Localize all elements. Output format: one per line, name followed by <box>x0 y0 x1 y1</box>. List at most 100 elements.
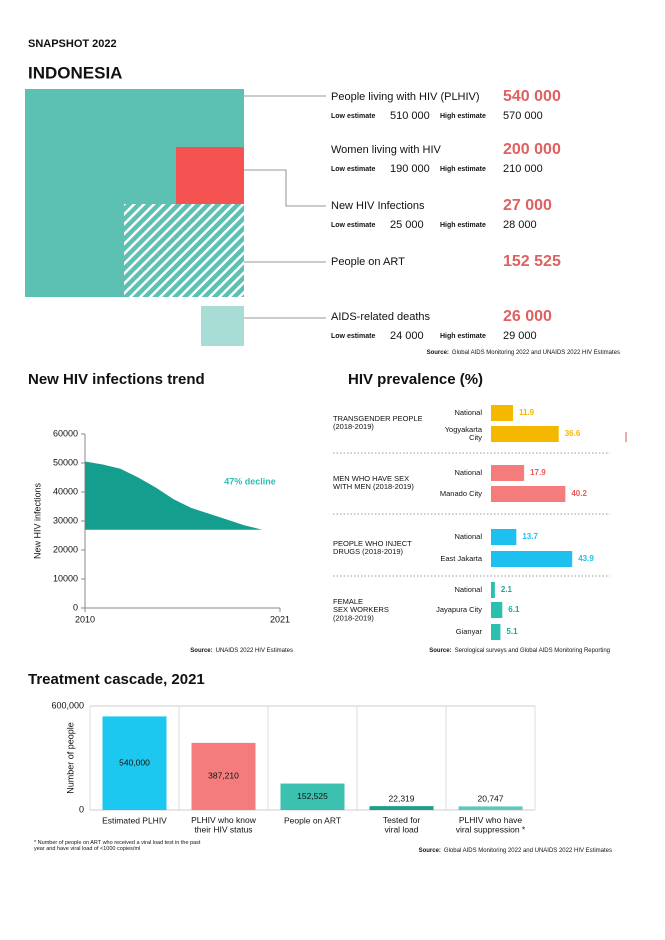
x-tick-label: Estimated PLHIV <box>102 815 167 825</box>
figure-label: New HIV Infections <box>331 200 425 212</box>
category-label: National <box>454 408 482 417</box>
y-tick-label: 50000 <box>53 457 78 467</box>
country: INDONESIA <box>28 63 122 82</box>
chart-title: New HIV infections trend <box>28 371 205 388</box>
y-tick-label: 0 <box>79 804 84 814</box>
figure-value: 26 000 <box>503 308 552 325</box>
source: Source: Global AIDS Monitoring 2022 and U… <box>419 848 612 854</box>
high-value: 210 000 <box>503 163 543 175</box>
y-tick-label: 30000 <box>53 515 78 525</box>
source: Source: Global AIDS Monitoring 2022 and U… <box>427 350 620 356</box>
y-tick-label: 600,000 <box>51 700 84 710</box>
chart-title: HIV prevalence (%) <box>348 371 483 388</box>
value-label: 2.1 <box>501 585 513 594</box>
source-prefix: Source: <box>427 350 449 356</box>
category-label: National <box>454 585 482 594</box>
source: Source: UNAIDS 2022 HIV Estimates <box>190 648 293 654</box>
value-label: 20,747 <box>478 794 504 804</box>
category-label: East Jakarta <box>440 554 483 563</box>
bar <box>491 426 559 442</box>
high-label: High estimate <box>440 113 486 120</box>
source-text: Global AIDS Monitoring 2022 and UNAIDS 2… <box>452 350 620 356</box>
x-tick-label: 2021 <box>270 614 290 624</box>
bar <box>491 582 495 598</box>
bar <box>491 529 517 545</box>
bar <box>369 806 434 810</box>
figure-label: Women living with HIV <box>331 144 441 156</box>
value-label: 36.6 <box>565 429 581 438</box>
y-tick-label: 0 <box>73 602 78 612</box>
category-label: Jayapura City <box>436 605 482 614</box>
y-axis-label: Number of people <box>65 722 75 794</box>
value-label: 22,319 <box>389 793 415 803</box>
high-value: 29 000 <box>503 330 537 342</box>
x-tick-label: PLHIV who have viral suppression * <box>456 815 526 834</box>
value-label: 11.9 <box>519 408 535 417</box>
group-label: MEN WHO HAVE SEX WITH MEN (2018-2019) <box>333 474 414 491</box>
bar <box>102 716 167 810</box>
y-tick-label: 40000 <box>53 486 78 496</box>
category-label: National <box>454 532 482 541</box>
chart-title: Treatment cascade, 2021 <box>28 671 205 688</box>
high-value: 28 000 <box>503 219 537 231</box>
low-label: Low estimate <box>331 222 375 229</box>
footnote: * Number of people on ART who received a… <box>34 840 201 852</box>
connectors <box>244 95 326 319</box>
high-value: 570 000 <box>503 110 543 122</box>
category-label: Yogyakarta City <box>445 425 483 442</box>
x-tick-label: 2010 <box>75 614 95 624</box>
source-text: Serological surveys and Global AIDS Moni… <box>455 648 610 654</box>
women-square <box>176 147 244 204</box>
area <box>85 461 280 530</box>
value-label: 13.7 <box>522 532 538 541</box>
bar <box>458 806 523 810</box>
category-label: Manado City <box>440 489 482 498</box>
source: Source: Serological surveys and Global AI… <box>429 648 610 654</box>
figure-label: People on ART <box>331 256 405 268</box>
source-prefix: Source: <box>429 648 451 654</box>
low-label: Low estimate <box>331 333 375 340</box>
high-label: High estimate <box>440 166 486 173</box>
value-label: 40.2 <box>571 489 587 498</box>
source-text: Global AIDS Monitoring 2022 and UNAIDS 2… <box>444 848 612 854</box>
figure-value: 540 000 <box>503 88 561 105</box>
low-label: Low estimate <box>331 166 375 173</box>
y-tick-label: 60000 <box>53 428 78 438</box>
figure-value: 152 525 <box>503 253 561 270</box>
value-label: 43.9 <box>578 554 594 563</box>
bar <box>491 624 501 640</box>
bar <box>491 465 525 481</box>
category-label: National <box>454 468 482 477</box>
bar <box>191 742 256 810</box>
low-label: Low estimate <box>331 113 375 120</box>
source-text: UNAIDS 2022 HIV Estimates <box>216 648 293 654</box>
source-prefix: Source: <box>419 848 441 854</box>
low-value: 190 000 <box>390 163 430 175</box>
figure-label: People living with HIV (PLHIV) <box>331 91 480 103</box>
value-label: 5.1 <box>506 627 518 636</box>
value-label: 387,210 <box>208 771 239 781</box>
value-label: 17.9 <box>530 468 546 477</box>
y-tick-label: 20000 <box>53 544 78 554</box>
bar <box>491 602 503 618</box>
figure-value: 200 000 <box>503 141 561 158</box>
group-label: FEMALE SEX WORKERS (2018-2019) <box>333 597 389 623</box>
group-label: TRANSGENDER PEOPLE (2018-2019) <box>333 414 423 431</box>
high-label: High estimate <box>440 222 486 229</box>
snapshot: SNAPSHOT 2022 <box>28 38 117 50</box>
source-prefix: Source: <box>190 648 212 654</box>
group-label: PEOPLE WHO INJECT DRUGS (2018-2019) <box>333 539 412 556</box>
bar <box>280 783 345 810</box>
value-label: 152,525 <box>297 791 328 801</box>
bar <box>491 551 573 567</box>
high-label: High estimate <box>440 333 486 340</box>
low-value: 24 000 <box>390 330 424 342</box>
low-value: 25 000 <box>390 219 424 231</box>
annotation: 47% decline <box>224 476 276 486</box>
art-square <box>124 204 244 297</box>
x-tick-label: People on ART <box>284 815 341 825</box>
figure-value: 27 000 <box>503 197 552 214</box>
x-tick-label: Tested for viral load <box>383 815 420 834</box>
value-label: 6.1 <box>508 605 520 614</box>
